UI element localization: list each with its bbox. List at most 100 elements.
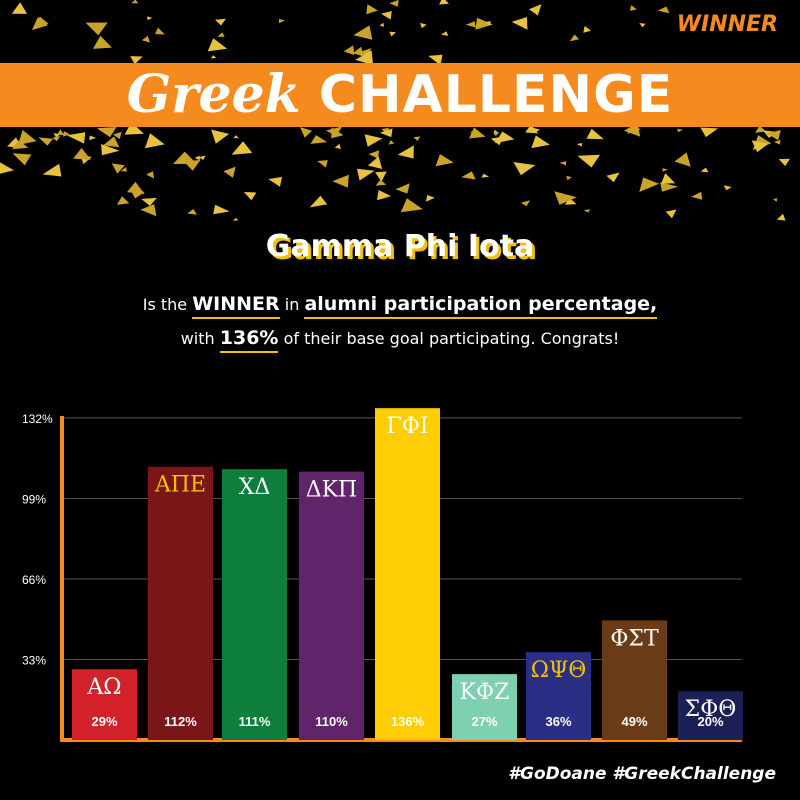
confetti-piece [778,158,790,167]
bar [375,408,440,740]
confetti-piece [144,133,165,149]
confetti-piece [11,2,28,14]
confetti-piece [326,126,342,137]
confetti-piece [155,27,165,35]
confetti-piece [583,209,590,213]
confetti-piece [639,23,646,28]
confetti-piece [511,17,528,30]
confetti-piece [300,127,313,138]
confetti-piece [85,22,108,36]
confetti-piece [493,132,499,137]
confetti-piece [531,135,550,149]
msg-pre: Is the [142,295,188,314]
confetti-piece [435,154,454,167]
confetti-piece [173,151,197,164]
confetti-piece [268,176,282,187]
confetti-piece [565,197,577,205]
confetti-piece [379,22,385,27]
confetti-piece [116,196,130,205]
confetti-piece [96,127,117,138]
confetti-piece [0,162,14,174]
confetti-piece [73,148,91,160]
winner-tag: WINNER [676,12,778,37]
confetti-piece [660,182,679,192]
confetti-piece [700,127,719,138]
bar-name-label: ΚΦΖ [460,680,510,705]
confetti-piece [461,171,476,180]
confetti-piece [441,31,449,36]
winner-message-line1: Is the WINNER in alumni participation pe… [0,293,800,319]
confetti-piece [187,209,197,215]
confetti-piece [278,19,285,24]
confetti-piece [131,0,139,4]
confetti-piece [554,191,577,205]
confetti-piece [389,31,396,37]
confetti-piece [353,25,373,40]
confetti-piece [428,54,443,66]
confetti-piece [639,177,660,192]
confetti-piece [481,173,490,178]
bar-value-label: 27% [471,714,497,729]
bar-value-label: 111% [239,714,271,729]
y-tick-label: 33% [22,653,46,667]
confetti-piece [343,45,355,55]
bar-name-label: ΓΦΙ [387,414,429,439]
confetti-piece [773,139,781,145]
bar [222,469,287,740]
confetti-piece [42,163,62,177]
confetti-piece [364,134,383,147]
confetti-piece [723,185,732,191]
hashtags: #GoDoane #GreekChallenge [508,764,776,784]
confetti-piece [147,16,153,21]
confetti-piece [332,174,349,188]
title-greek: Greek [126,64,301,125]
confetti-piece [569,34,580,42]
title-banner [0,63,800,127]
msg-winner: WINNER [192,293,280,319]
bar [299,471,364,740]
msg-value: 136% [219,327,279,353]
bar-value-label: 36% [545,714,571,729]
confetti-piece [381,127,390,134]
confetti-piece [755,125,766,133]
confetti-piece [576,143,583,147]
confetti-piece [525,124,539,134]
bar-value-label: 112% [164,714,197,729]
confetti-piece [130,56,143,65]
bar [72,669,137,740]
confetti-piece [223,166,236,178]
confetti-piece [12,153,32,166]
confetti-piece [375,179,387,186]
confetti-piece [146,171,155,179]
confetti-piece [677,128,683,133]
bar-name-label: ΧΔ [239,475,271,500]
confetti-piece [439,0,449,5]
confetti-piece [367,156,383,169]
confetti-piece [213,204,230,215]
msg-metric: alumni participation percentage, [304,293,658,319]
confetti-piece [211,129,230,144]
page-title: Greek CHALLENGE [0,60,800,130]
confetti-piece [629,5,637,11]
confetti-piece [366,4,378,15]
confetti-piece [113,131,122,140]
confetti-decoration [0,0,790,221]
y-tick-label: 66% [22,573,46,587]
bar-value-label: 110% [315,714,348,729]
msg-with: with [180,329,215,348]
confetti-piece [36,16,47,25]
confetti-piece [377,190,391,201]
bar-name-label: ΣΦΘ [685,697,737,722]
confetti-piece [120,167,127,172]
confetti-piece [751,140,769,153]
bar [678,691,743,740]
msg-post: of their base goal participating. Congra… [283,329,620,348]
confetti-piece [662,168,668,172]
confetti-piece [140,204,157,217]
confetti-piece [63,131,70,137]
confetti-piece [127,181,145,195]
bar-name-label: ΔΚΠ [306,478,358,503]
bar [148,466,213,740]
bar-name-label: ΑΠΕ [154,473,206,498]
confetti-piece [207,38,228,52]
